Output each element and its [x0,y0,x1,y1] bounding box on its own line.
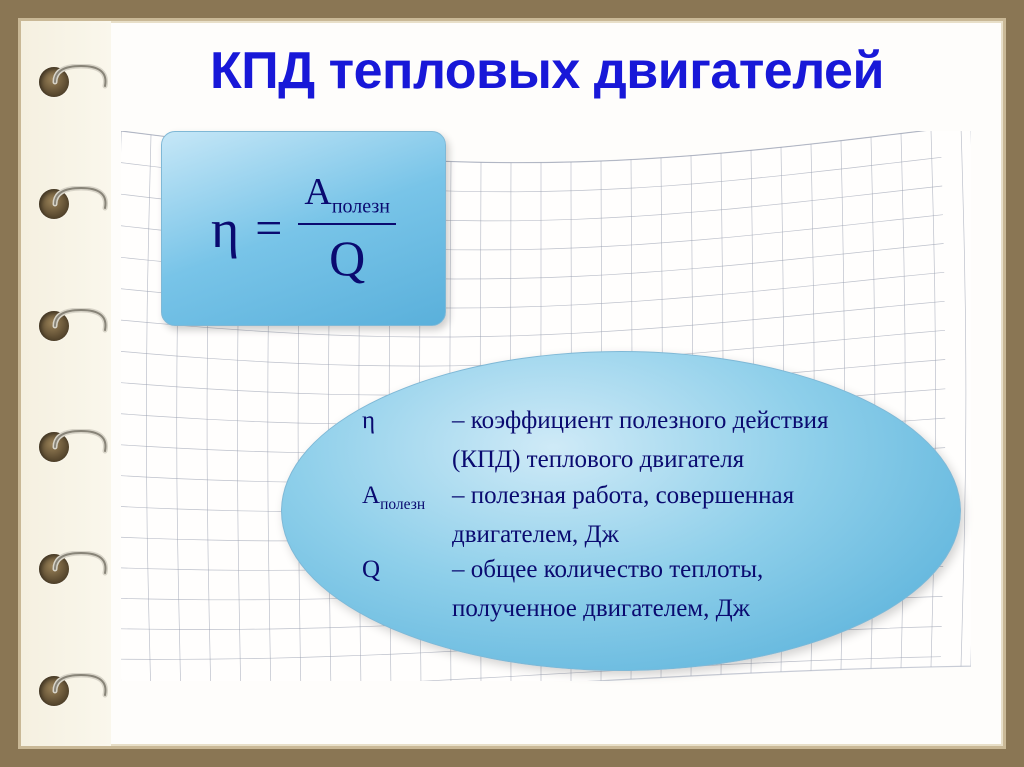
def-symbol: Aполезн [342,479,452,516]
binding-hole [39,311,69,341]
definitions-oval: η коэффициент полезного действия (КПД) т… [281,351,961,671]
page-frame: КПД тепловых двигателей η = Aполезн Q [18,18,1006,749]
paper-area: η = Aполезн Q η коэффи [121,121,973,681]
def-symbol: η [342,404,452,441]
spiral-binding [21,21,111,746]
formula-numerator: Aполезн [298,170,396,223]
outer-frame: КПД тепловых двигателей η = Aполезн Q [0,0,1024,767]
definition-row: (КПД) теплового двигателя [342,443,900,477]
def-symbol: Q [342,553,452,590]
definition-row: двигателем, Дж [342,518,900,552]
content-area: КПД тепловых двигателей η = Aполезн Q [111,21,1003,746]
def-symbol-blank [342,518,452,552]
formula-box: η = Aполезн Q [161,131,446,326]
binding-hole [39,432,69,462]
definition-row: Q общее количество теплоты, [342,553,900,590]
binding-hole [39,676,69,706]
binding-hole [39,67,69,97]
def-symbol-blank [342,592,452,626]
definition-row: η коэффициент полезного действия [342,404,900,441]
page-title: КПД тепловых двигателей [121,41,973,101]
def-text: полезная работа, совершенная [452,479,900,516]
def-text: двигателем, Дж [452,518,900,552]
binding-hole [39,189,69,219]
formula-eq: = [255,201,282,256]
numerator-sub: полезн [332,196,390,218]
definition-row: Aполезн полезная работа, совершенная [342,479,900,516]
def-text: полученное двигателем, Дж [452,592,900,626]
binding-hole [39,554,69,584]
formula-lhs: η [211,198,239,260]
numerator-main: A [304,171,331,213]
formula: η = Aполезн Q [211,170,396,287]
formula-denominator: Q [329,225,365,287]
definition-row: полученное двигателем, Дж [342,592,900,626]
formula-fraction: Aполезн Q [298,170,396,287]
def-text: коэффициент полезного действия [452,404,900,441]
def-text: общее количество теплоты, [452,553,900,590]
def-symbol-blank [342,443,452,477]
def-text: (КПД) теплового двигателя [452,443,900,477]
